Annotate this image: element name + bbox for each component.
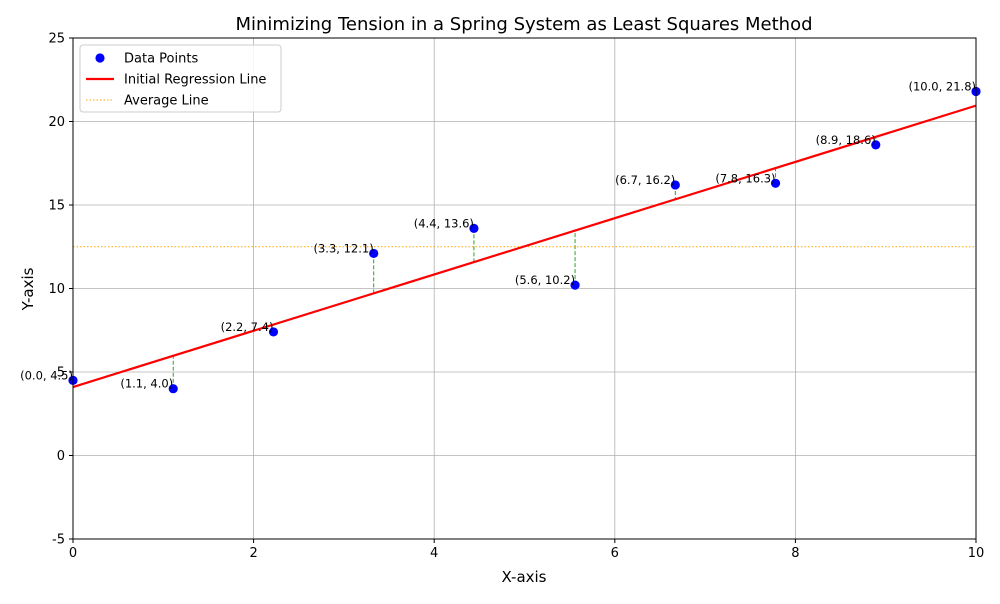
y-tick-label: -5 [52, 533, 65, 548]
axes-layer: 0 2 4 6 8 10 -5 0 5 10 15 20 25 [48, 32, 984, 562]
data-point-label: (6.7, 16.2) [615, 173, 675, 187]
legend-label: Data Points [124, 52, 198, 67]
grid-layer [72, 37, 977, 540]
regression-line [72, 104, 977, 389]
legend-box [79, 44, 282, 113]
x-tick-label: 0 [69, 546, 77, 561]
data-point-label: (1.1, 4.0) [120, 377, 173, 391]
legend-marker-data-points [95, 53, 105, 63]
data-point [369, 248, 379, 259]
data-point [770, 178, 781, 188]
y-tick-label: 25 [48, 32, 65, 47]
y-tick-label: 5 [57, 366, 65, 381]
x-tick-label: 2 [249, 546, 257, 561]
chart-title: Minimizing Tension in a Spring System as… [235, 14, 812, 35]
legend-label: Initial Regression Line [124, 73, 266, 88]
data-point-label: (7.8, 16.3) [715, 171, 775, 185]
y-tick-label: 10 [48, 282, 65, 297]
data-point-label: (8.9, 18.6) [816, 133, 876, 147]
x-tick-label: 8 [791, 546, 799, 561]
line-layer [72, 91, 977, 389]
x-tick-label: 6 [611, 546, 619, 561]
point-layer [68, 86, 981, 394]
y-axis-label: Y-axis [19, 267, 37, 311]
data-point-label: (10.0, 21.8) [909, 79, 977, 93]
y-tick-label: 0 [57, 449, 65, 464]
legend: Data Points Initial Regression Line Averag… [79, 44, 282, 113]
x-tick-label: 10 [968, 546, 985, 561]
x-tick-label: 4 [430, 546, 438, 561]
data-point [168, 384, 178, 394]
data-point-label: (4.4, 13.6) [414, 216, 474, 230]
y-tick-label: 20 [48, 115, 65, 130]
data-point [570, 280, 580, 290]
data-point-label: (5.6, 10.2) [515, 273, 575, 287]
data-point [268, 327, 279, 337]
x-axis-label: X-axis [502, 568, 547, 586]
legend-label: Average Line [124, 94, 209, 109]
label-layer: (0.0, 4.5) (1.1, 4.0) (2.2, 7.4) (3.3, 12.1… [20, 79, 976, 390]
data-point-label: (0.0, 4.5) [20, 368, 73, 382]
data-point-label: (2.2, 7.4) [221, 320, 274, 334]
data-point [469, 223, 479, 233]
data-point-label: (3.3, 12.1) [314, 241, 374, 255]
data-point [871, 140, 881, 150]
data-point [670, 180, 680, 190]
y-tick-label: 15 [48, 199, 65, 214]
